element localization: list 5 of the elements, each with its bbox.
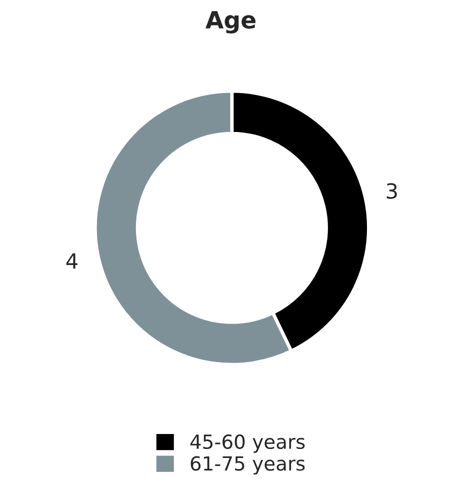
- legend-label: 61-75 years: [190, 456, 305, 475]
- chart-title: Age: [206, 11, 256, 34]
- legend-label: 45-60 years: [190, 434, 305, 453]
- data-label: 4: [66, 253, 78, 269]
- data-label: 3: [386, 183, 397, 199]
